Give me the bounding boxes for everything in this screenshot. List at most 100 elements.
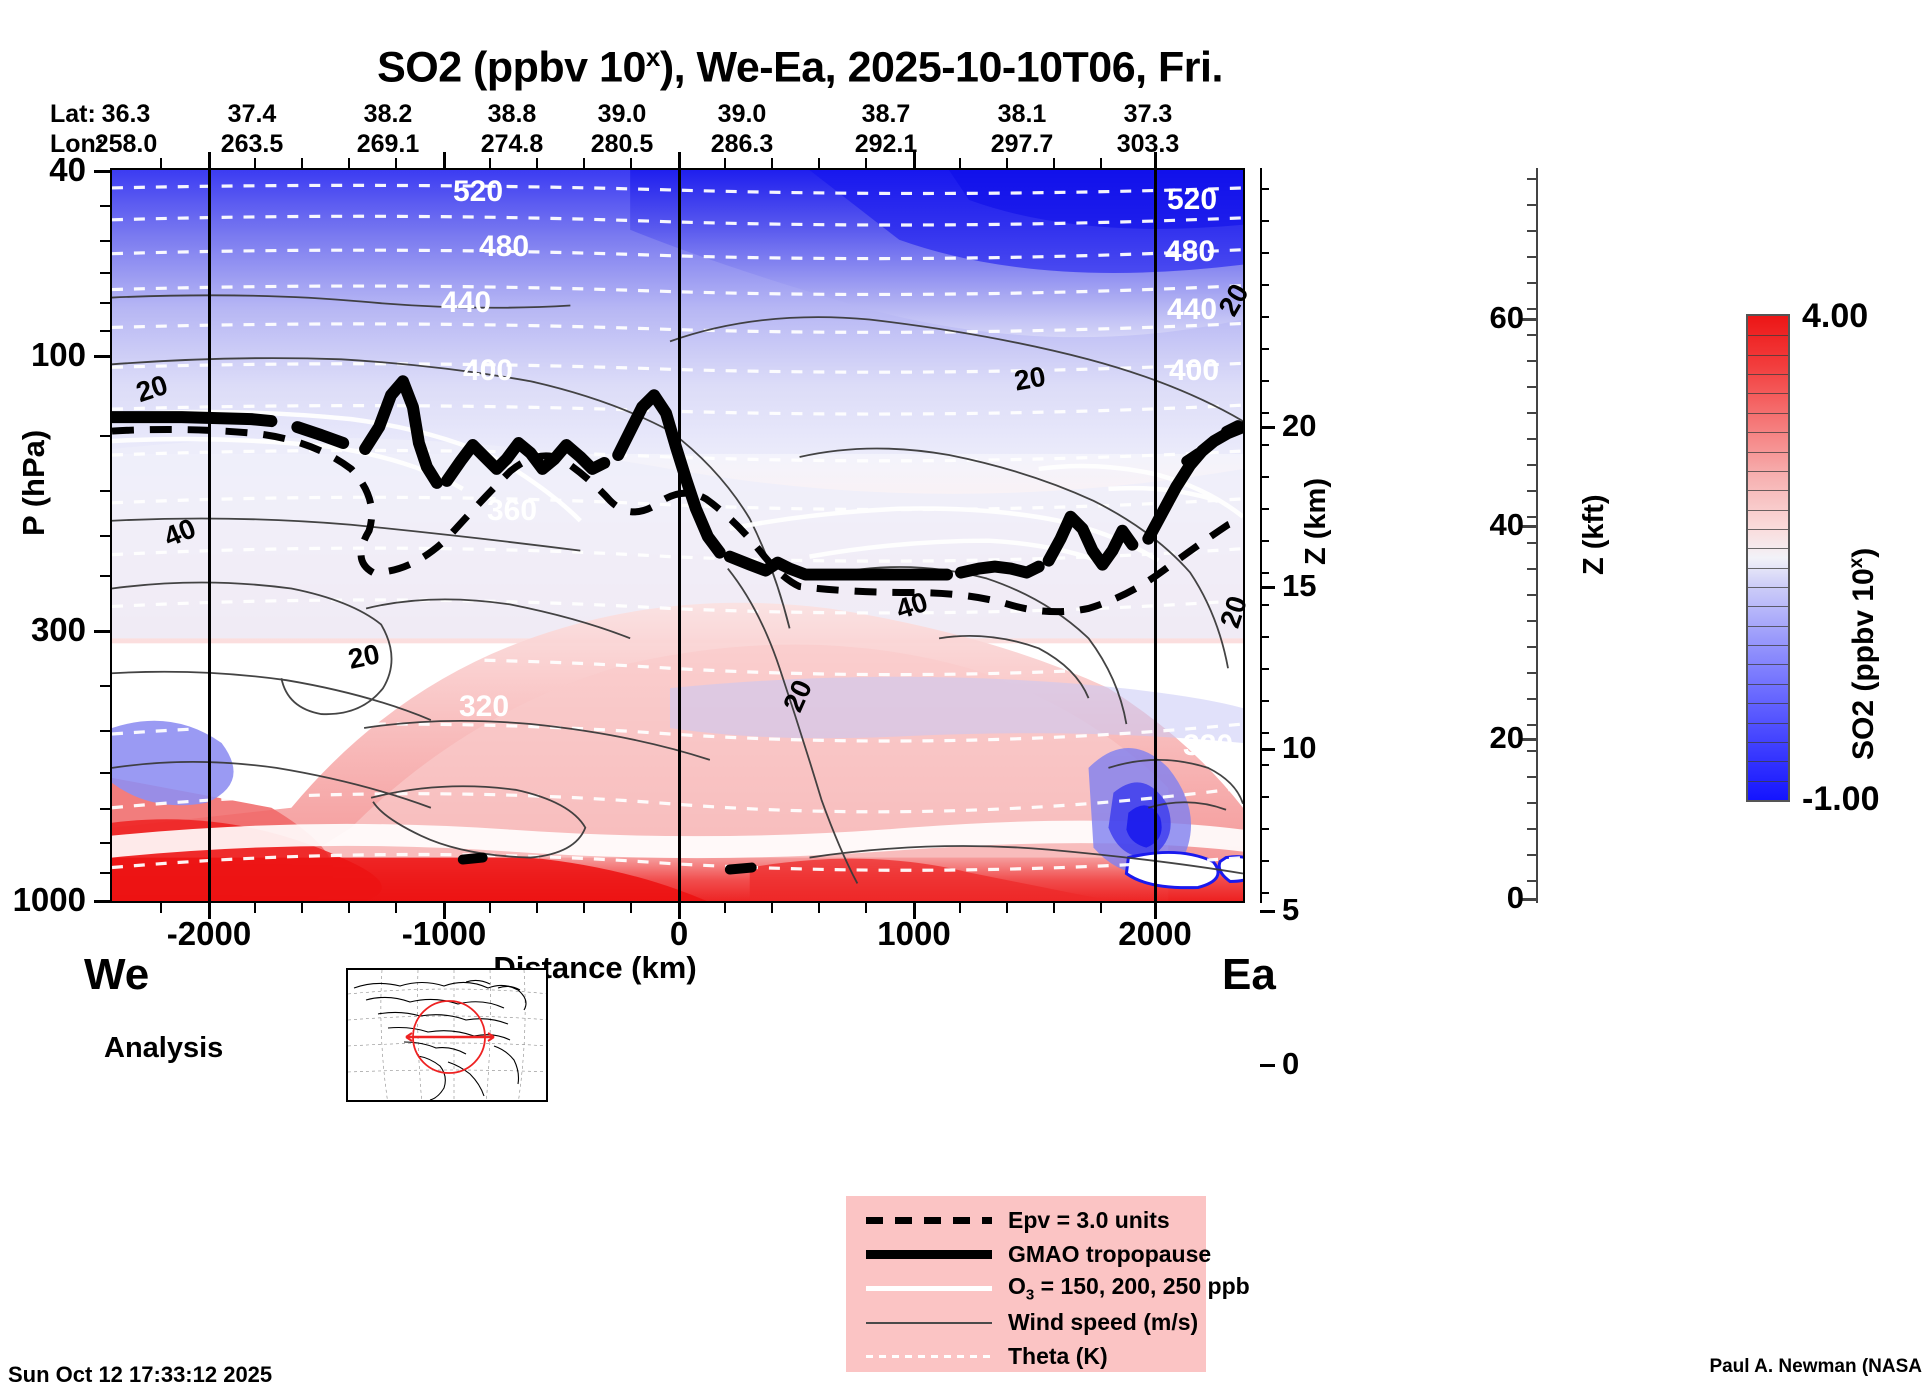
y-axis-major-tick: [94, 170, 110, 173]
z-kft-minor-tick: [1527, 724, 1536, 726]
theta-contour-label: 520: [452, 175, 504, 208]
z-km-tick-label: 5: [1282, 892, 1300, 927]
y-axis-title: P (hPa): [16, 429, 51, 536]
z-kft-minor-tick: [1527, 802, 1536, 804]
x-axis-top-minor-tick: [1006, 158, 1008, 168]
colorbar-tick: [1748, 470, 1788, 472]
y-axis-tick-label: 300: [30, 611, 86, 648]
y-axis-minor-tick: [100, 730, 110, 732]
y-axis-major-tick: [94, 630, 110, 633]
legend-wind[interactable]: Wind speed (m/s): [846, 1306, 1206, 1339]
legend-tropopause-label: GMAO tropopause: [1008, 1241, 1212, 1267]
z-km-tick-label: 0: [1282, 1046, 1300, 1081]
latitude-value: 38.8: [487, 100, 537, 128]
z-km-tick-label: 20: [1282, 408, 1317, 443]
longitude-value: 274.8: [480, 130, 544, 158]
longitude-value: 258.0: [94, 130, 158, 158]
x-axis-minor-tick: [301, 903, 303, 913]
z-km-minor-tick: [1260, 796, 1269, 798]
x-axis-minor-tick: [536, 903, 538, 913]
x-axis-minor-tick: [959, 903, 961, 913]
z-kft-minor-tick: [1527, 750, 1536, 752]
x-axis-top-minor-tick: [583, 158, 585, 168]
z-km-minor-tick: [1260, 668, 1269, 670]
x-axis-major-tick: [678, 903, 681, 919]
theta-contour-label: 360: [486, 494, 538, 527]
legend-ozone[interactable]: O3 = 150, 200, 250 ppb: [846, 1272, 1250, 1305]
longitude-value: 297.7: [990, 130, 1054, 158]
latitude-row: Lat: 36.3 37.4 38.2 38.8 39.0 39.0 38.7 38.1 37.…: [0, 100, 1400, 130]
theta-contour-label: 440: [1166, 293, 1218, 326]
z-kft-axis-title: Z (kft): [1578, 494, 1610, 575]
longitude-value: 263.5: [220, 130, 284, 158]
x-axis-top-major-tick: [208, 152, 211, 168]
colorbar-tick: [1748, 761, 1788, 763]
z-km-minor-tick: [1260, 764, 1269, 766]
z-kft-minor-tick: [1527, 880, 1536, 882]
x-axis-tick-label: -1000: [401, 915, 487, 952]
colorbar-tick: [1748, 664, 1788, 666]
legend-theta[interactable]: Theta (K): [846, 1340, 1206, 1373]
z-kft-minor-tick: [1527, 776, 1536, 778]
z-kft-minor-tick: [1527, 308, 1536, 310]
legend-tropopause[interactable]: GMAO tropopause: [846, 1238, 1211, 1271]
theta-contour-label: 480: [478, 230, 530, 263]
colorbar-tick: [1748, 548, 1788, 550]
z-kft-minor-tick: [1527, 412, 1536, 414]
z-km-major-tick: [1260, 586, 1275, 589]
z-kft-minor-tick: [1527, 854, 1536, 856]
y-axis-minor-tick: [100, 535, 110, 537]
z-km-minor-tick: [1260, 892, 1269, 894]
z-kft-minor-tick: [1527, 568, 1536, 570]
colorbar-tick: [1748, 354, 1788, 356]
map-inset-graphic: [348, 970, 546, 1100]
theta-contour-label: 400: [1168, 354, 1220, 387]
x-axis-top-minor-tick: [1053, 158, 1055, 168]
x-axis-minor-tick: [771, 903, 773, 913]
x-axis-tick-label: 0: [669, 915, 689, 952]
x-axis-top-major-tick: [443, 152, 446, 168]
x-axis-top-minor-tick: [724, 158, 726, 168]
z-kft-tick-label: 40: [1489, 507, 1524, 542]
x-axis-top-minor-tick: [536, 158, 538, 168]
z-kft-tick-label: 0: [1506, 880, 1524, 915]
y-axis-major-tick: [94, 355, 110, 358]
y-axis-tick-label: 1000: [12, 881, 86, 918]
map-inset[interactable]: [346, 968, 548, 1102]
colorbar-tick: [1748, 335, 1788, 337]
title-main: SO2 (ppbv 10: [377, 43, 646, 92]
colorbar-tick: [1748, 528, 1788, 530]
so2-field: [112, 170, 1243, 901]
z-kft-minor-tick: [1527, 204, 1536, 206]
z-kft-minor-tick: [1527, 646, 1536, 648]
z-kft-tick-label: 20: [1489, 720, 1524, 755]
latitude-value: 36.3: [101, 100, 151, 128]
cross-section-plot[interactable]: [110, 168, 1245, 903]
colorbar[interactable]: [1746, 314, 1790, 802]
y-axis-minor-tick: [100, 490, 110, 492]
x-axis-major-tick: [208, 903, 211, 919]
section-marker-left: [208, 170, 211, 901]
y-axis-minor-tick: [100, 575, 110, 577]
legend-ozone-swatch-icon: [866, 1278, 992, 1300]
colorbar-tick: [1748, 683, 1788, 685]
theta-contour-label: 520: [1166, 183, 1218, 216]
x-axis-minor-tick: [1053, 903, 1055, 913]
latitude-value: 39.0: [717, 100, 767, 128]
x-axis-top-minor-tick: [959, 158, 961, 168]
timestamp: Sun Oct 12 17:33:12 2025: [8, 1362, 273, 1387]
z-km-tick-label: 15: [1282, 568, 1317, 603]
z-kft-major-tick: [1522, 898, 1536, 901]
longitude-value: 292.1: [854, 130, 918, 158]
y-axis-minor-tick: [100, 872, 110, 874]
colorbar-min-label: -1.00: [1802, 780, 1880, 818]
z-kft-minor-tick: [1527, 542, 1536, 544]
z-kft-minor-tick: [1527, 490, 1536, 492]
analysis-label: Analysis: [104, 1032, 224, 1064]
z-kft-major-tick: [1522, 738, 1536, 741]
latitude-value: 38.7: [861, 100, 911, 128]
longitude-value: 286.3: [710, 130, 774, 158]
legend-epv[interactable]: Epv = 3.0 units: [846, 1204, 1206, 1237]
colorbar-tick: [1748, 780, 1788, 782]
z-km-major-tick: [1260, 426, 1275, 429]
